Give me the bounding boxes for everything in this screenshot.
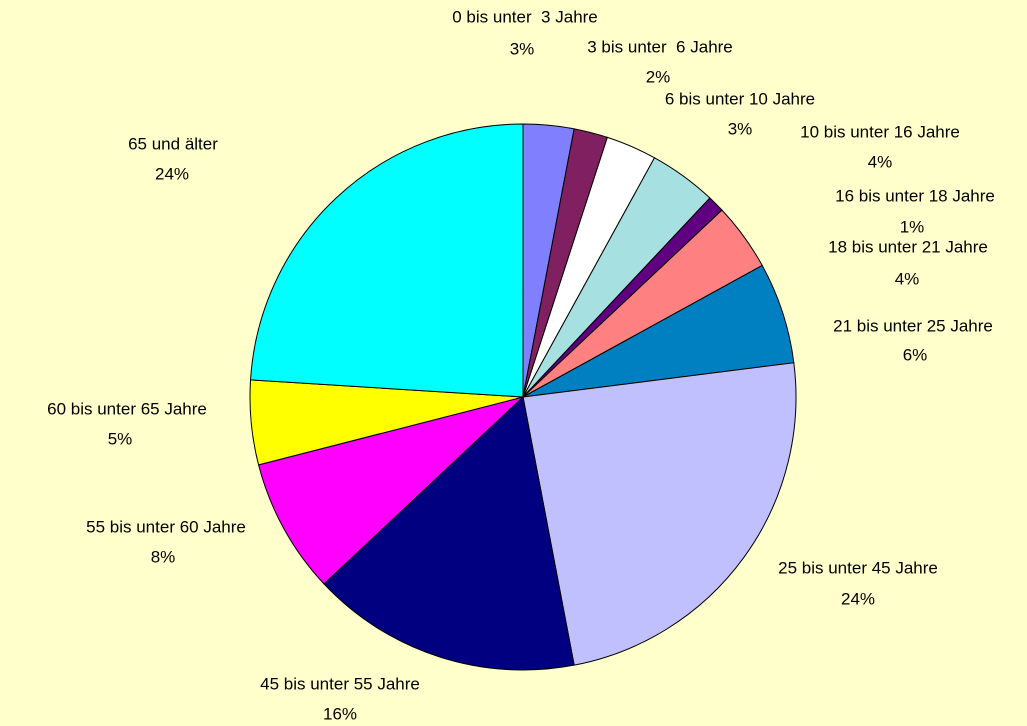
slice-label: 65 und älter bbox=[128, 134, 218, 153]
slice-label: 55 bis unter 60 Jahre bbox=[86, 517, 246, 536]
slice-label: 3 bis unter 6 Jahre bbox=[587, 37, 733, 56]
slice-value-label: 2% bbox=[646, 67, 671, 86]
slice-value-label: 16% bbox=[323, 704, 357, 723]
slice-label: 16 bis unter 18 Jahre bbox=[835, 186, 995, 205]
slice-label: 0 bis unter 3 Jahre bbox=[452, 7, 598, 26]
slice-value-label: 6% bbox=[903, 345, 928, 364]
slice-value-label: 3% bbox=[728, 119, 753, 138]
slice-label: 6 bis unter 10 Jahre bbox=[665, 89, 815, 108]
slice-label: 21 bis unter 25 Jahre bbox=[833, 316, 993, 335]
slice-value-label: 3% bbox=[510, 39, 535, 58]
pie-slice bbox=[257, 396, 524, 585]
slice-value-label: 24% bbox=[841, 589, 875, 608]
slice-value-label: 24% bbox=[155, 164, 189, 183]
slice-value-label: 1% bbox=[900, 217, 925, 236]
slice-value-label: 4% bbox=[868, 152, 893, 171]
slice-label: 18 bis unter 21 Jahre bbox=[828, 237, 988, 256]
pie-slice bbox=[250, 123, 524, 398]
slice-label: 25 bis unter 45 Jahre bbox=[778, 558, 938, 577]
slice-value-label: 8% bbox=[151, 547, 176, 566]
slice-label: 60 bis unter 65 Jahre bbox=[47, 399, 207, 418]
slice-label: 45 bis unter 55 Jahre bbox=[260, 674, 420, 693]
pie-slice bbox=[323, 396, 575, 671]
pie-slice bbox=[522, 362, 797, 666]
slice-value-label: 5% bbox=[108, 429, 133, 448]
slice-label: 10 bis unter 16 Jahre bbox=[800, 122, 960, 141]
slice-value-label: 4% bbox=[895, 269, 920, 288]
